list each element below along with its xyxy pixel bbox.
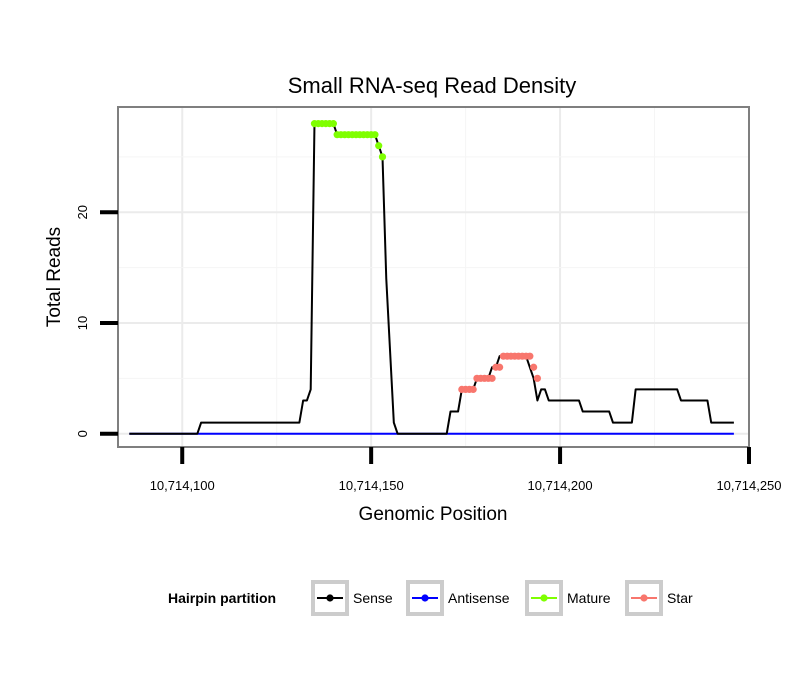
- chart-title: Small RNA-seq Read Density: [288, 73, 577, 98]
- legend-key-point: [421, 594, 429, 602]
- legend-label-mature: Mature: [567, 590, 611, 606]
- star-point: [469, 385, 477, 394]
- x-tick-label: 10,714,250: [716, 478, 781, 493]
- y-tick-label: 20: [75, 205, 90, 219]
- legend-key-antisense: [406, 580, 444, 616]
- legend-key-mature: [525, 580, 563, 616]
- star-point: [526, 352, 534, 360]
- star-point: [488, 374, 496, 382]
- series-sense-line: [129, 122, 734, 435]
- legend: Hairpin partition Sense Antisense Mature St…: [168, 580, 693, 616]
- series-star: [458, 352, 542, 394]
- panel-border: [117, 106, 750, 448]
- mature-point: [329, 120, 337, 128]
- star-point: [530, 363, 538, 371]
- legend-key-sense: [311, 580, 349, 616]
- y-tick-label: 0: [75, 430, 90, 437]
- x-axis-title: Genomic Position: [359, 504, 508, 525]
- grid-lines: [118, 107, 750, 447]
- mature-point: [375, 142, 383, 150]
- legend-label-sense: Sense: [353, 590, 393, 606]
- x-axis: 10,714,100 10,714,150 10,714,200 10,714,250: [150, 447, 782, 493]
- y-tick-label: 10: [75, 316, 90, 330]
- y-axis-title: Total Reads: [44, 227, 65, 327]
- series-mature: [310, 120, 387, 161]
- legend-key-star: [625, 580, 663, 616]
- legend-key-point: [326, 594, 334, 602]
- y-axis: 0 10 20: [75, 205, 118, 437]
- legend-key-point: [640, 594, 648, 602]
- legend-label-antisense: Antisense: [448, 590, 510, 606]
- legend-title: Hairpin partition: [168, 590, 276, 606]
- star-point: [496, 363, 504, 371]
- x-tick-label: 10,714,100: [150, 478, 215, 493]
- star-point: [533, 374, 542, 382]
- series-layer: [129, 120, 734, 435]
- x-tick-label: 10,714,200: [528, 478, 593, 493]
- mature-point: [378, 153, 387, 161]
- legend-key-point: [540, 594, 548, 602]
- mature-point: [371, 131, 379, 139]
- x-tick-label: 10,714,150: [339, 478, 404, 493]
- legend-label-star: Star: [667, 590, 693, 606]
